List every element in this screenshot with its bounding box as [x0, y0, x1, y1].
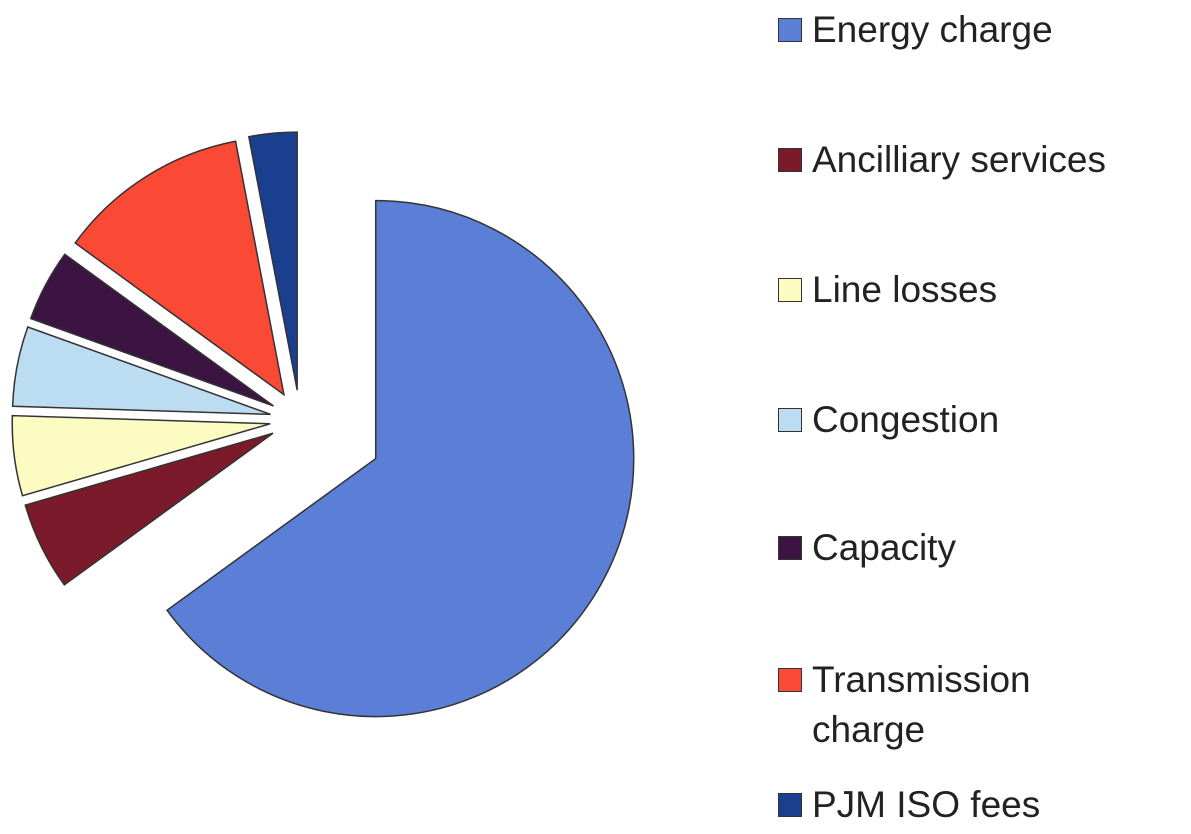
legend-swatch	[778, 18, 802, 42]
legend-swatch	[778, 408, 802, 432]
pie-slice	[165, 199, 635, 718]
legend-item: PJM ISO fees	[778, 780, 1040, 830]
legend-swatch	[778, 793, 802, 817]
pie-slice	[11, 414, 271, 497]
legend-swatch	[778, 668, 802, 692]
pie-slice	[24, 432, 274, 586]
pie-chart	[11, 131, 635, 718]
pie-slice	[74, 140, 286, 397]
pie-slice	[29, 253, 274, 407]
pie-slice	[11, 326, 271, 416]
legend-item: Congestion	[778, 395, 999, 445]
pie-slice	[247, 131, 298, 391]
legend-label: Congestion	[812, 399, 1000, 440]
legend-label: Energy charge	[812, 9, 1053, 50]
legend-label: PJM ISO fees	[812, 784, 1041, 825]
legend-item: Line losses	[778, 265, 997, 315]
legend-swatch	[778, 278, 802, 302]
legend-label: Capacity	[812, 527, 956, 568]
legend-item: Energy charge	[778, 5, 1053, 55]
legend-label: Line losses	[812, 269, 998, 310]
legend-label: Transmission charge	[812, 659, 1031, 750]
legend-label: Ancilliary services	[812, 139, 1107, 180]
legend-swatch	[778, 148, 802, 172]
legend-item: Ancilliary services	[778, 135, 1106, 185]
legend-item: Transmission charge	[778, 655, 1112, 755]
legend-swatch	[778, 536, 802, 560]
legend-item: Capacity	[778, 523, 956, 573]
